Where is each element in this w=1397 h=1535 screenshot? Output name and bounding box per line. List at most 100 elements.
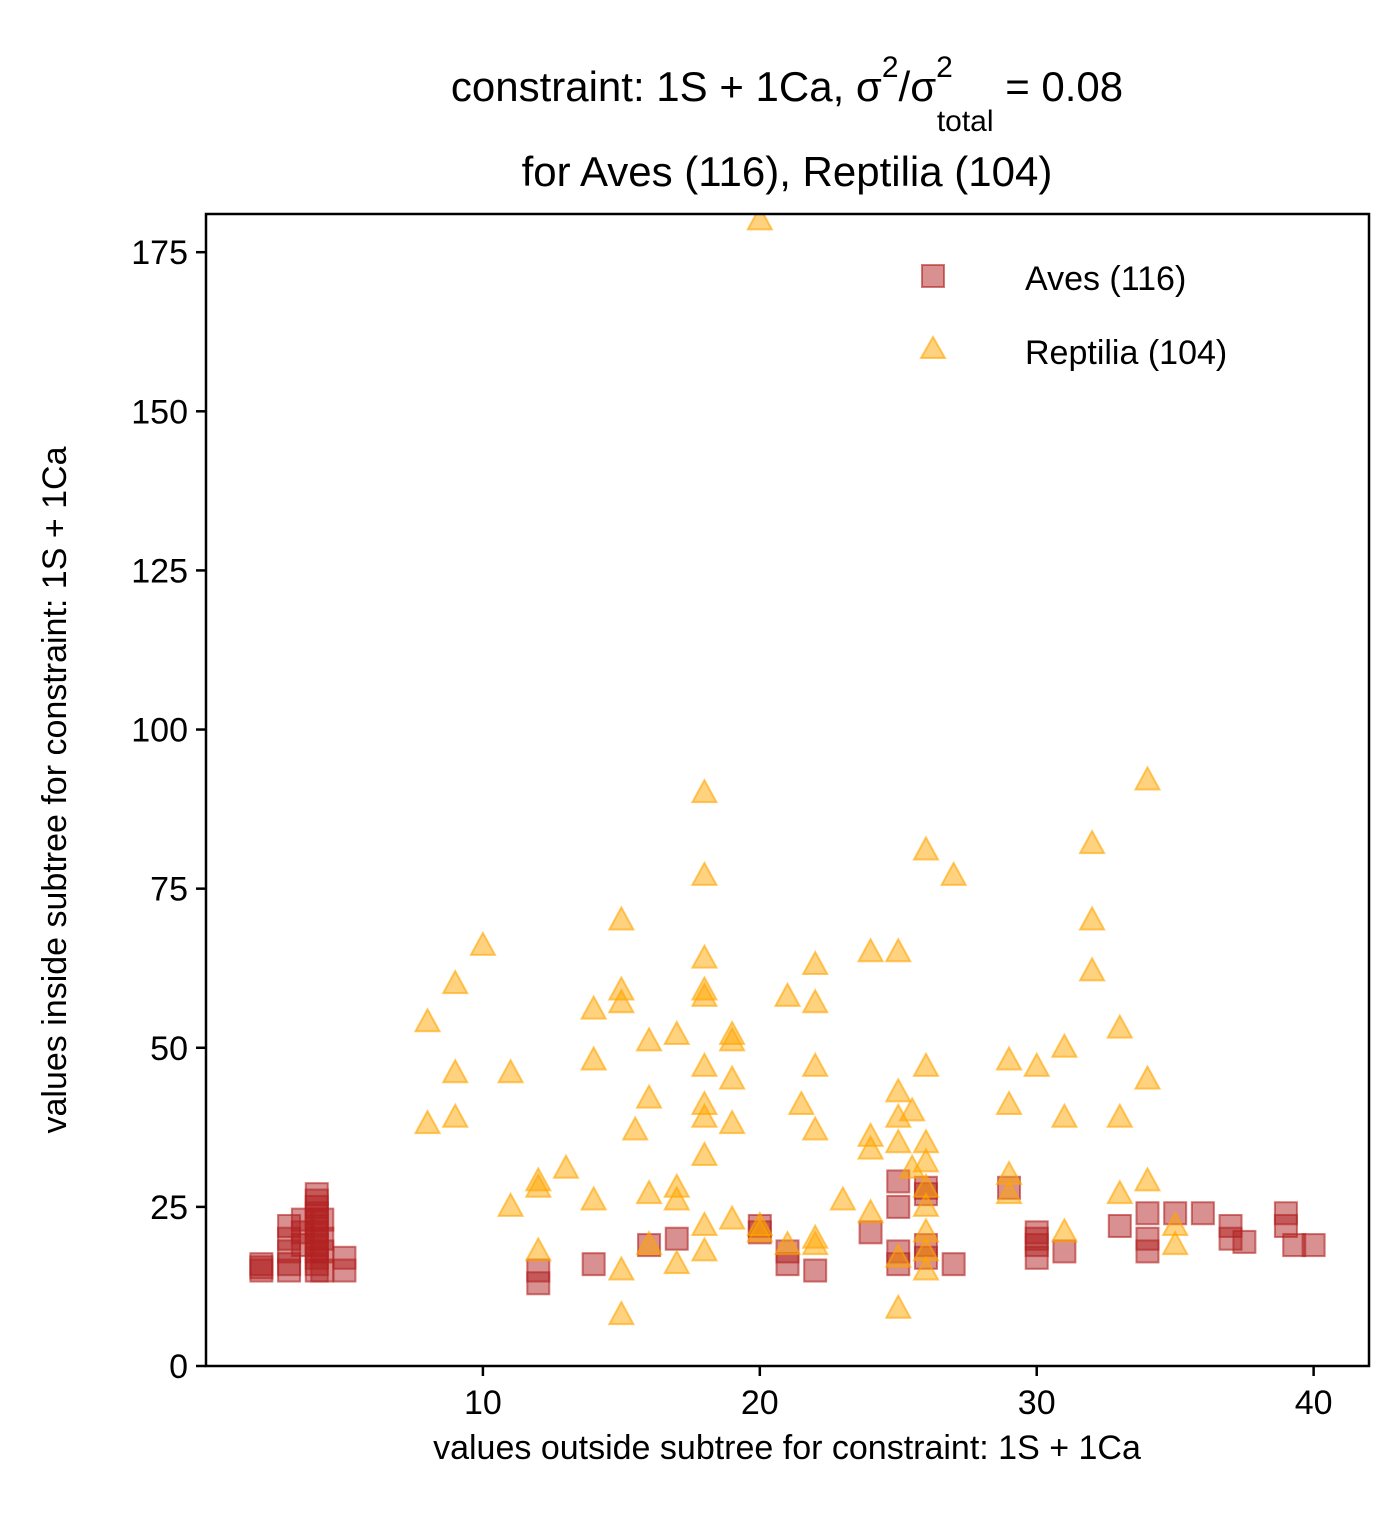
reptilia-point <box>995 1179 1023 1205</box>
aves-point <box>664 1226 689 1251</box>
reptilia-point <box>912 1191 940 1217</box>
reptilia-point <box>413 1109 442 1135</box>
y-tick-label: 150 <box>131 393 188 431</box>
x-tick-label: 30 <box>1018 1384 1056 1422</box>
reptilia-point <box>469 930 497 956</box>
reptilia-point <box>607 905 636 931</box>
reptilia-point <box>787 1089 816 1116</box>
reptilia-point <box>663 1019 691 1046</box>
reptilia-point <box>607 1255 636 1281</box>
reptilia-point <box>912 1147 940 1173</box>
reptilia-point <box>690 1051 719 1077</box>
x-axis-label: values outside subtree for constraint: 1… <box>433 1429 1141 1467</box>
x-tick-label: 20 <box>741 1384 779 1422</box>
reptilia-point <box>621 1115 649 1141</box>
reptilia-point <box>746 1217 774 1243</box>
reptilia-point <box>1133 765 1162 791</box>
y-axis-label: values inside subtree for constraint: 1S… <box>36 446 74 1133</box>
aves-point <box>1232 1229 1257 1254</box>
reptilia-point <box>884 1077 912 1103</box>
reptilia-point <box>773 981 802 1007</box>
reptilia-point <box>1106 1179 1134 1205</box>
reptilia-point <box>441 969 469 995</box>
reptilia-point <box>635 1179 663 1205</box>
reptilia-point <box>1133 1166 1162 1192</box>
reptilia-point <box>579 1185 608 1211</box>
reptilia-point <box>718 1026 746 1052</box>
reptilia-point <box>607 1299 636 1326</box>
reptilia-point <box>746 214 774 231</box>
reptilia-point <box>690 1102 719 1128</box>
reptilia-point <box>1078 905 1106 931</box>
aves-point <box>1052 1239 1077 1264</box>
legend-label-aves: Aves (116) <box>1025 260 1186 298</box>
reptilia-point <box>524 1172 552 1198</box>
reptilia-point <box>690 778 719 804</box>
aves-point <box>249 1255 274 1280</box>
aves-point <box>332 1245 357 1270</box>
y-tick-label: 75 <box>150 871 188 909</box>
reptilia-point <box>579 994 608 1020</box>
reptilia-point <box>1078 829 1106 855</box>
reptilia-point <box>413 1007 442 1033</box>
reptilia-point <box>718 1204 746 1230</box>
aves-point <box>526 1258 551 1283</box>
reptilia-point <box>441 1058 469 1084</box>
title-tail: = 0.08 <box>994 63 1124 110</box>
reptilia-point <box>912 835 940 861</box>
reptilia-point <box>1106 1013 1134 1039</box>
reptilia-point <box>884 1128 912 1154</box>
title-mid: /σ <box>899 63 937 110</box>
aves-point <box>858 1220 883 1245</box>
reptilia-point <box>663 1249 691 1275</box>
y-tick-label: 0 <box>169 1348 188 1386</box>
reptilia-point <box>856 1134 885 1160</box>
y-tick-label: 100 <box>131 712 188 750</box>
reptilia-point <box>552 1153 580 1179</box>
reptilia-point <box>995 1089 1023 1116</box>
reptilia-point <box>939 860 968 886</box>
reptilia-point <box>1023 1051 1051 1077</box>
reptilia-point <box>663 1185 691 1211</box>
reptilia-point <box>829 1185 857 1211</box>
aves-point <box>1107 1213 1132 1238</box>
reptilia-point <box>635 1229 663 1256</box>
title-sup-1: 2 <box>882 51 899 84</box>
reptilia-point <box>801 988 829 1014</box>
reptilia-point <box>1050 1032 1079 1058</box>
aves-point <box>581 1252 606 1277</box>
reptilia-point <box>1161 1229 1189 1256</box>
y-tick-label: 25 <box>150 1189 188 1227</box>
reptilia-point <box>884 937 912 963</box>
reptilia-point <box>718 1064 746 1090</box>
y-tick-label: 125 <box>131 552 188 590</box>
reptilia-point <box>635 1026 663 1052</box>
reptilia-point <box>1050 1217 1079 1243</box>
title-sub: total <box>937 105 994 138</box>
chart-title: constraint: 1S + 1Ca, σ2/σ2 total = 0.08 <box>451 51 1123 138</box>
reptilia-point <box>912 1051 940 1077</box>
reptilia-point <box>1133 1064 1162 1090</box>
x-tick-label: 10 <box>464 1384 502 1422</box>
legend-label-reptilia: Reptilia (104) <box>1025 334 1227 372</box>
series-1 <box>413 214 1189 1326</box>
data-points <box>249 214 1326 1326</box>
reptilia-point <box>801 1115 829 1141</box>
reptilia-point <box>1050 1102 1079 1128</box>
reptilia-point <box>856 937 885 963</box>
title-sup-2: 2 <box>936 51 953 84</box>
reptilia-point <box>884 1242 912 1268</box>
aves-point <box>886 1194 911 1219</box>
reptilia-point <box>524 1236 552 1262</box>
aves-point <box>1135 1201 1160 1226</box>
reptilia-point <box>690 1210 719 1236</box>
aves-point <box>1024 1226 1049 1251</box>
reptilia-point <box>690 1236 719 1262</box>
chart-subtitle: for Aves (116), Reptilia (104) <box>522 148 1053 195</box>
aves-point <box>304 1182 329 1207</box>
reptilia-point <box>718 1109 746 1135</box>
reptilia-point <box>496 1191 525 1217</box>
reptilia-point <box>579 1045 608 1071</box>
legend: Aves (116) Reptilia (104) <box>919 260 1227 372</box>
